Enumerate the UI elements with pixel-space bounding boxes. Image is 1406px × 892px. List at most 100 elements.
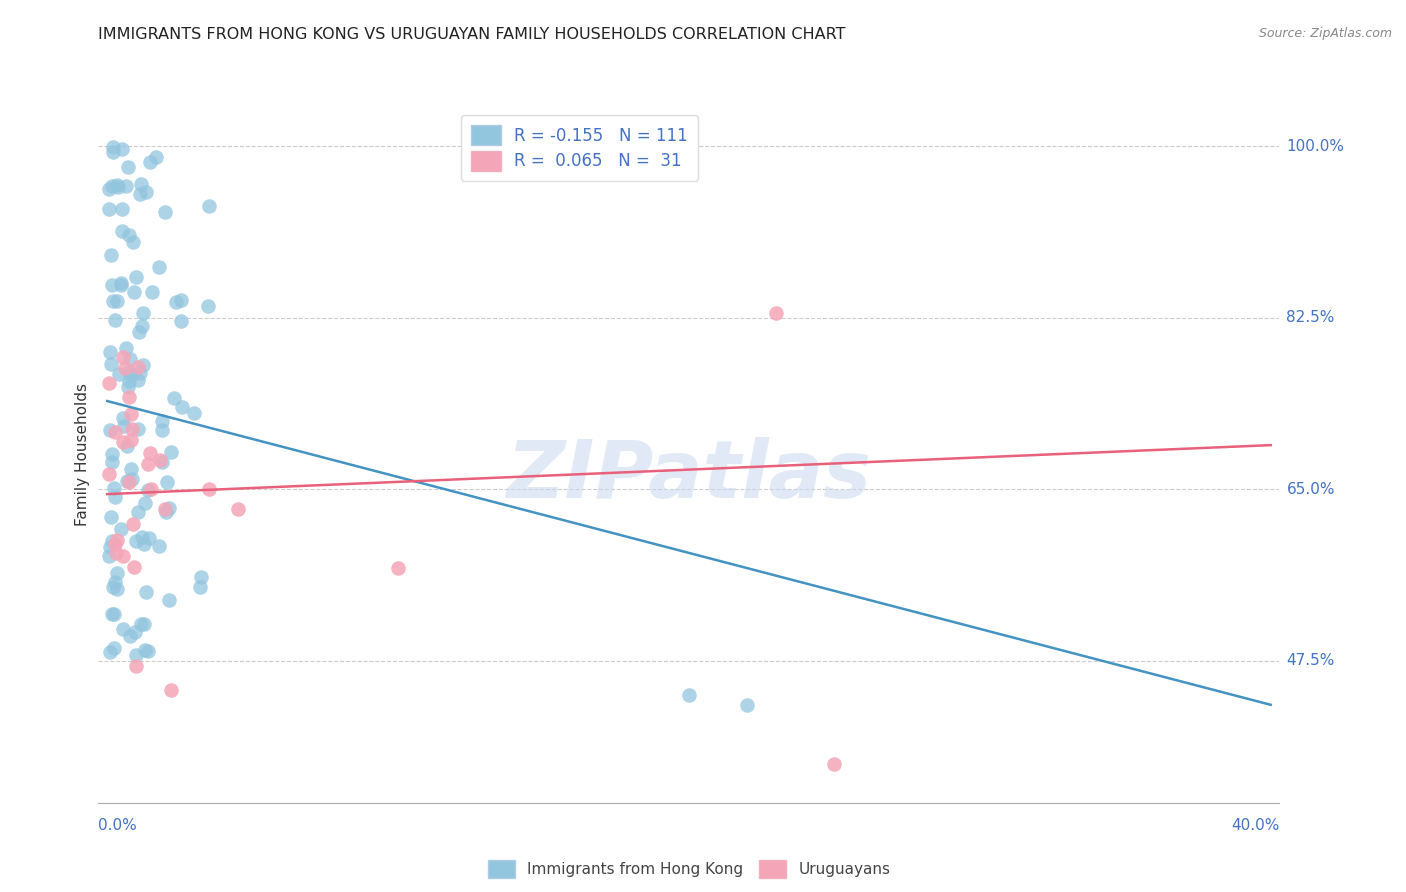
- Point: [165, 294, 187, 309]
- Point: [125, 534, 148, 549]
- Point: [118, 475, 141, 490]
- Point: [134, 496, 156, 510]
- Point: [127, 422, 149, 436]
- Point: [115, 179, 138, 194]
- Point: [128, 187, 150, 202]
- Point: [121, 462, 143, 476]
- Point: [122, 559, 145, 574]
- Point: [101, 140, 124, 154]
- Point: [823, 756, 845, 771]
- Point: [157, 500, 180, 515]
- Point: [111, 350, 134, 364]
- Point: [148, 452, 170, 467]
- Point: [155, 501, 177, 516]
- Text: IMMIGRANTS FROM HONG KONG VS URUGUAYAN FAMILY HOUSEHOLDS CORRELATION CHART: IMMIGRANTS FROM HONG KONG VS URUGUAYAN F…: [98, 27, 846, 42]
- Point: [101, 533, 124, 548]
- Point: [104, 425, 127, 439]
- Point: [145, 150, 167, 164]
- Point: [117, 439, 139, 453]
- Point: [118, 228, 141, 243]
- Point: [170, 400, 193, 414]
- Point: [132, 536, 155, 550]
- Point: [155, 505, 177, 519]
- Point: [98, 645, 121, 659]
- Point: [97, 376, 120, 390]
- Point: [105, 566, 128, 581]
- Point: [148, 539, 170, 553]
- Point: [118, 390, 141, 404]
- Point: [120, 407, 142, 421]
- Point: [135, 584, 157, 599]
- Point: [162, 391, 184, 405]
- Point: [150, 424, 173, 438]
- Point: [124, 648, 146, 662]
- Point: [765, 306, 787, 320]
- Point: [156, 475, 179, 489]
- Point: [226, 501, 249, 516]
- Point: [128, 367, 150, 381]
- Point: [127, 360, 149, 375]
- Point: [111, 142, 134, 156]
- Text: 40.0%: 40.0%: [1232, 818, 1279, 832]
- Point: [125, 658, 148, 673]
- Point: [100, 540, 122, 554]
- Point: [117, 160, 139, 174]
- Point: [132, 359, 155, 373]
- Point: [110, 522, 132, 536]
- Point: [107, 180, 129, 194]
- Point: [170, 314, 193, 328]
- Point: [120, 433, 142, 447]
- Text: 82.5%: 82.5%: [1286, 310, 1334, 326]
- Point: [103, 580, 125, 594]
- Point: [387, 560, 409, 574]
- Point: [136, 644, 159, 658]
- Text: 47.5%: 47.5%: [1286, 653, 1334, 668]
- Point: [104, 546, 127, 560]
- Point: [197, 299, 219, 313]
- Point: [115, 475, 138, 489]
- Point: [139, 446, 162, 460]
- Point: [114, 360, 136, 375]
- Point: [129, 617, 152, 632]
- Point: [112, 549, 135, 563]
- Point: [160, 445, 183, 459]
- Point: [101, 455, 124, 469]
- Point: [197, 199, 219, 213]
- Point: [735, 698, 758, 712]
- Point: [100, 509, 122, 524]
- Text: 0.0%: 0.0%: [98, 818, 138, 832]
- Point: [100, 423, 122, 437]
- Point: [103, 312, 125, 326]
- Point: [97, 182, 120, 196]
- Point: [139, 154, 162, 169]
- Point: [122, 285, 145, 300]
- Point: [128, 325, 150, 339]
- Point: [118, 352, 141, 367]
- Point: [111, 435, 134, 450]
- Point: [104, 490, 127, 504]
- Point: [100, 357, 122, 371]
- Point: [150, 414, 173, 428]
- Point: [111, 224, 134, 238]
- Point: [118, 365, 141, 379]
- Point: [131, 319, 153, 334]
- Y-axis label: Family Households: Family Households: [75, 384, 90, 526]
- Point: [97, 549, 120, 564]
- Point: [155, 205, 177, 219]
- Point: [120, 368, 142, 382]
- Point: [98, 344, 121, 359]
- Point: [148, 260, 170, 274]
- Point: [97, 202, 120, 216]
- Point: [101, 278, 124, 293]
- Point: [120, 629, 142, 643]
- Point: [121, 422, 143, 436]
- Point: [141, 285, 163, 299]
- Point: [117, 379, 139, 393]
- Point: [138, 531, 160, 545]
- Point: [97, 467, 120, 481]
- Point: [112, 419, 135, 434]
- Point: [101, 179, 124, 194]
- Text: Source: ZipAtlas.com: Source: ZipAtlas.com: [1258, 27, 1392, 40]
- Point: [103, 640, 125, 655]
- Point: [188, 580, 211, 594]
